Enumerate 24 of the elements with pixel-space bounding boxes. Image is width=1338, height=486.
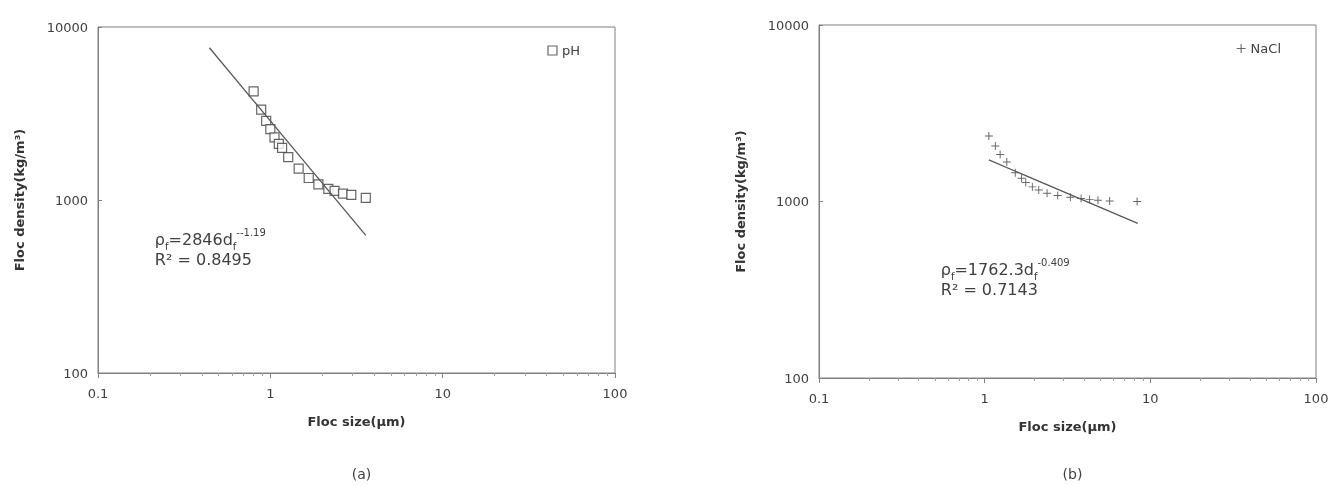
x-tick-label: 10 bbox=[434, 386, 451, 401]
x-tick-label: 1 bbox=[980, 391, 989, 406]
text: (a) bbox=[351, 466, 372, 482]
x-tick-label: 0.1 bbox=[808, 391, 830, 406]
x-tick-label: 100 bbox=[1303, 391, 1329, 406]
y-tick-label: 1000 bbox=[54, 192, 88, 208]
x-axis-title: Floc size(μm) bbox=[1018, 419, 1117, 434]
annotation: R² = 0.8495 bbox=[154, 250, 252, 270]
x-axis-title: Floc size(μm) bbox=[307, 414, 406, 429]
x-tick-label: 1 bbox=[266, 386, 275, 401]
y-axis-title: Floc density(kg/m³) bbox=[733, 130, 748, 273]
y-tick-label: 10000 bbox=[767, 17, 809, 33]
y-axis-title: Floc density(kg/m³) bbox=[12, 128, 27, 272]
text: (b) bbox=[1062, 466, 1083, 482]
annotation: R² = 0.7143 bbox=[940, 280, 1038, 300]
x-tick-label: 10 bbox=[1142, 391, 1159, 406]
y-tick-label: 100 bbox=[784, 370, 809, 386]
legend-label: pH bbox=[561, 43, 580, 58]
y-tick-label: 10000 bbox=[46, 19, 88, 35]
legend-label: NaCl bbox=[1250, 41, 1282, 56]
x-tick-label: 0.1 bbox=[87, 386, 109, 401]
x-tick-label: 100 bbox=[602, 386, 628, 401]
y-tick-label: 100 bbox=[63, 365, 88, 381]
y-tick-label: 1000 bbox=[775, 194, 809, 209]
